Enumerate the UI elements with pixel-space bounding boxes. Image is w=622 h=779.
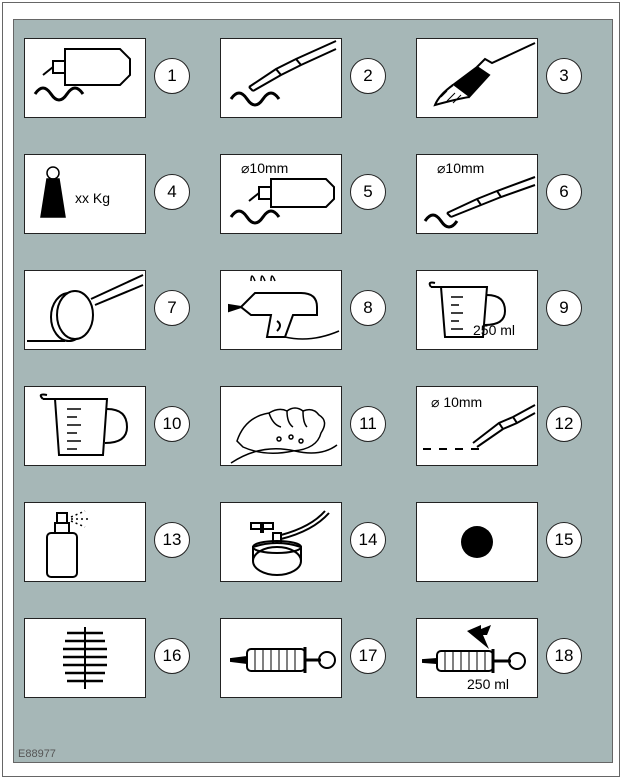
badge-18: 18 [546,638,582,674]
tube-dia-caption: ⌀10mm [241,160,288,176]
cell-3: 3 [406,32,596,122]
cell-6: ⌀10mm 6 [406,148,596,238]
cell-5: ⌀10mm 5 [210,148,400,238]
badge-8-num: 8 [363,298,372,318]
cell-12: ⌀ 10mm 12 [406,380,596,470]
badge-3: 3 [546,58,582,94]
diagram-panel: 1 2 [13,19,613,763]
badge-17-num: 17 [359,646,378,666]
icon-hand-wipe [220,386,342,466]
icon-roller [24,270,146,350]
icon-weight: Kg xx Kg [24,154,146,234]
icon-applicator-bead-diameter: ⌀10mm [416,154,538,234]
cell-13: 13 [14,496,204,586]
badge-11-num: 11 [359,414,377,434]
outer-frame: 1 2 [2,2,620,777]
badge-6-num: 6 [559,182,568,202]
badge-8: 8 [350,290,386,326]
cell-8: 8 [210,264,400,354]
needle-dia-caption: ⌀ 10mm [431,394,482,410]
icon-spray-can [24,502,146,582]
badge-13-num: 13 [163,530,182,550]
icon-jug-volume: 250 ml [416,270,538,350]
badge-17: 17 [350,638,386,674]
badge-7: 7 [154,290,190,326]
cell-11: 11 [210,380,400,470]
badge-11: 11 [350,406,386,442]
cell-16: 16 [14,612,204,702]
badge-9-num: 9 [559,298,568,318]
icon-jug [24,386,146,466]
cell-1: 1 [14,32,204,122]
badge-10: 10 [154,406,190,442]
weight-caption: xx Kg [75,190,110,206]
cell-14: 14 [210,496,400,586]
icon-applicator-tip [220,38,342,118]
icon-syringe-extract: 250 ml [416,618,538,698]
cell-17: 17 [210,612,400,702]
cell-7: 7 [14,264,204,354]
badge-12: 12 [546,406,582,442]
svg-text:Kg: Kg [49,198,62,210]
badge-16-num: 16 [163,646,182,666]
badge-14: 14 [350,522,386,558]
icon-tube-apply [24,38,146,118]
syringe-vol-caption: 250 ml [467,676,509,692]
cell-9: 250 ml 9 [406,264,596,354]
icon-needle-bead-diameter: ⌀ 10mm [416,386,538,466]
reference-code: E88977 [18,748,56,760]
badge-4-num: 4 [167,182,176,202]
cell-10: 10 [14,380,204,470]
badge-15: 15 [546,522,582,558]
icon-oil-can [220,502,342,582]
badge-2-num: 2 [363,66,372,86]
badge-12-num: 12 [555,414,574,434]
icon-tube-bead-diameter: ⌀10mm [220,154,342,234]
badge-9: 9 [546,290,582,326]
badge-10-num: 10 [163,414,182,434]
badge-3-num: 3 [559,66,568,86]
badge-1-num: 1 [167,66,176,86]
icon-brush-apply [416,38,538,118]
badge-4: 4 [154,174,190,210]
cell-15: 15 [406,496,596,586]
jug-vol-caption: 250 ml [473,322,515,338]
app-dia-caption: ⌀10mm [437,160,484,176]
badge-16: 16 [154,638,190,674]
badge-13: 13 [154,522,190,558]
icon-syringe [220,618,342,698]
icon-hot-glue-gun [220,270,342,350]
icon-dot-marker [416,502,538,582]
badge-14-num: 14 [359,530,378,550]
cell-18: 250 ml 18 [406,612,596,702]
cell-2: 2 [210,32,400,122]
badge-6: 6 [546,174,582,210]
badge-2: 2 [350,58,386,94]
badge-15-num: 15 [555,530,574,550]
badge-18-num: 18 [555,646,574,666]
badge-1: 1 [154,58,190,94]
badge-5-num: 5 [363,182,372,202]
badge-5: 5 [350,174,386,210]
cell-4: Kg xx Kg 4 [14,148,204,238]
icon-wire-brush [24,618,146,698]
badge-7-num: 7 [167,298,176,318]
